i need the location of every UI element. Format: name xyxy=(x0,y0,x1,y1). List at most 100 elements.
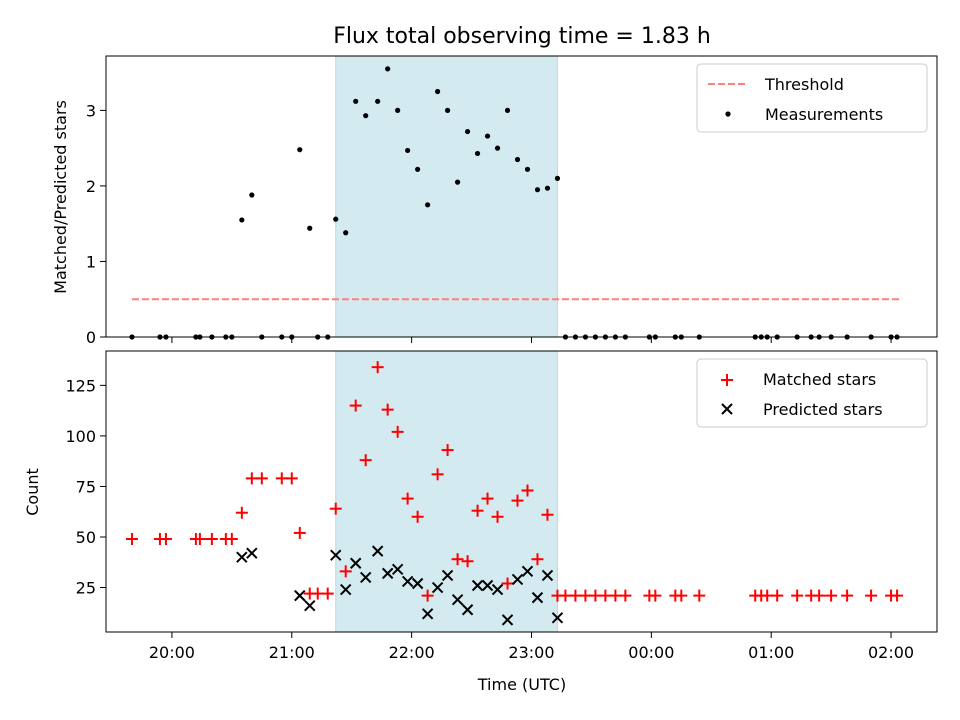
legend-matched-label: Matched stars xyxy=(763,370,876,389)
matched-star-point xyxy=(531,553,544,566)
matched-star-point xyxy=(471,504,484,517)
predicted-star-point xyxy=(551,612,564,624)
predicted-star-point xyxy=(471,579,484,592)
predicted-star-point xyxy=(541,569,554,582)
y-tick-label: 100 xyxy=(65,427,96,446)
matched-star-point xyxy=(825,589,838,602)
x-axis-label: Time (UTC) xyxy=(477,675,566,694)
y-tick-label: 75 xyxy=(76,477,96,496)
matched-star-point xyxy=(401,492,414,505)
top-y-axis-label: Matched/Predicted stars xyxy=(51,100,70,294)
matched-star-point xyxy=(359,454,372,467)
legend-predicted-swatch xyxy=(721,403,733,415)
measurement-point xyxy=(435,88,441,95)
predicted-star-point xyxy=(461,604,474,616)
matched-star-point xyxy=(381,403,394,416)
predicted-star-point xyxy=(421,608,434,620)
measurement-point xyxy=(239,217,245,223)
matched-star-point xyxy=(391,425,404,438)
x-tick-label: 01:00 xyxy=(748,643,794,662)
measurement-point xyxy=(405,147,411,154)
measurement-point xyxy=(307,225,313,231)
top-legend-box xyxy=(696,63,928,133)
measurement-point xyxy=(514,156,521,163)
measurement-point xyxy=(494,145,501,151)
bottom-marks xyxy=(125,361,904,626)
matched-star-point xyxy=(501,577,514,590)
matched-star-point xyxy=(255,472,268,485)
matched-star-point xyxy=(225,533,238,546)
y-tick-label: 125 xyxy=(65,376,96,395)
predicted-star-point xyxy=(481,579,494,592)
predicted-star-point xyxy=(411,577,424,590)
x-tick-label: 00:00 xyxy=(628,643,674,662)
matched-star-point xyxy=(235,506,248,519)
predicted-star-point xyxy=(236,551,248,563)
top-highlight-span xyxy=(335,55,558,338)
matched-star-point xyxy=(441,444,454,457)
predicted-star-point xyxy=(401,575,414,588)
measurement-point xyxy=(454,179,461,185)
legend-matched-swatch xyxy=(721,374,733,386)
top-plot-frame xyxy=(105,55,938,338)
bottom-y-axis-label: Count xyxy=(23,468,42,516)
matched-star-point xyxy=(813,589,826,602)
matched-star-point xyxy=(321,587,334,600)
predicted-star-point xyxy=(501,614,514,626)
y-tick-label: 3 xyxy=(86,101,96,120)
predicted-star-point xyxy=(330,549,342,561)
measurement-point xyxy=(363,113,369,119)
matched-star-point xyxy=(675,589,688,602)
measurement-point xyxy=(333,216,339,222)
matched-star-point xyxy=(521,484,534,497)
top-panel: 0 1 2 3 Matched/Predicted stars Threshold M… xyxy=(51,55,938,347)
predicted-star-point xyxy=(371,545,384,557)
bottom-legend-box xyxy=(696,358,928,428)
measurement-point xyxy=(504,107,511,113)
matched-star-point xyxy=(461,555,474,568)
bottom-highlight-span xyxy=(335,350,558,633)
predicted-star-point xyxy=(431,581,444,594)
predicted-star-point xyxy=(381,567,394,580)
matched-star-point xyxy=(293,526,306,539)
matched-star-point xyxy=(841,589,854,602)
y-tick-label: 1 xyxy=(86,252,96,271)
predicted-star-point xyxy=(349,557,362,569)
legend-predicted-label: Predicted stars xyxy=(763,400,883,419)
measurement-point xyxy=(474,150,481,157)
predicted-star-point xyxy=(511,573,524,586)
matched-star-point xyxy=(511,494,524,507)
measurement-point xyxy=(395,107,401,113)
predicted-star-point xyxy=(531,591,544,604)
measurement-point xyxy=(385,66,391,72)
x-tick-label: 20:00 xyxy=(149,643,195,662)
matched-star-point xyxy=(205,533,218,546)
measurement-point xyxy=(464,128,471,135)
x-tick-label: 22:00 xyxy=(389,643,435,662)
top-y-ticks: 0 1 2 3 xyxy=(86,101,106,347)
measurement-point xyxy=(444,107,451,113)
bottom-panel: 25 50 75 100 125 20:00 21:00 22:00 23:00 00:00 01… xyxy=(23,350,938,694)
matched-star-point xyxy=(865,589,878,602)
x-tick-label: 23:00 xyxy=(508,643,554,662)
bottom-y-ticks: 25 50 75 100 125 xyxy=(65,376,106,598)
predicted-star-point xyxy=(391,563,404,576)
legend-threshold-label: Threshold xyxy=(764,75,844,94)
bottom-plot-frame xyxy=(105,350,938,633)
top-marks xyxy=(129,66,902,340)
matched-star-point xyxy=(349,399,362,412)
measurement-point xyxy=(353,98,359,104)
bottom-x-ticks: 20:00 21:00 22:00 23:00 00:00 01:00 02:00 xyxy=(149,632,914,662)
legend-measurements-label: Measurements xyxy=(765,105,883,124)
matched-star-point xyxy=(619,589,632,602)
matched-star-point xyxy=(193,533,206,546)
predicted-star-point xyxy=(359,571,372,584)
matched-star-point xyxy=(285,472,298,485)
top-legend: Threshold Measurements xyxy=(696,63,928,133)
predicted-star-point xyxy=(451,593,464,606)
matched-star-point xyxy=(421,589,434,602)
matched-star-point xyxy=(451,553,464,566)
matched-star-point xyxy=(329,502,342,515)
predicted-star-point xyxy=(441,569,454,582)
